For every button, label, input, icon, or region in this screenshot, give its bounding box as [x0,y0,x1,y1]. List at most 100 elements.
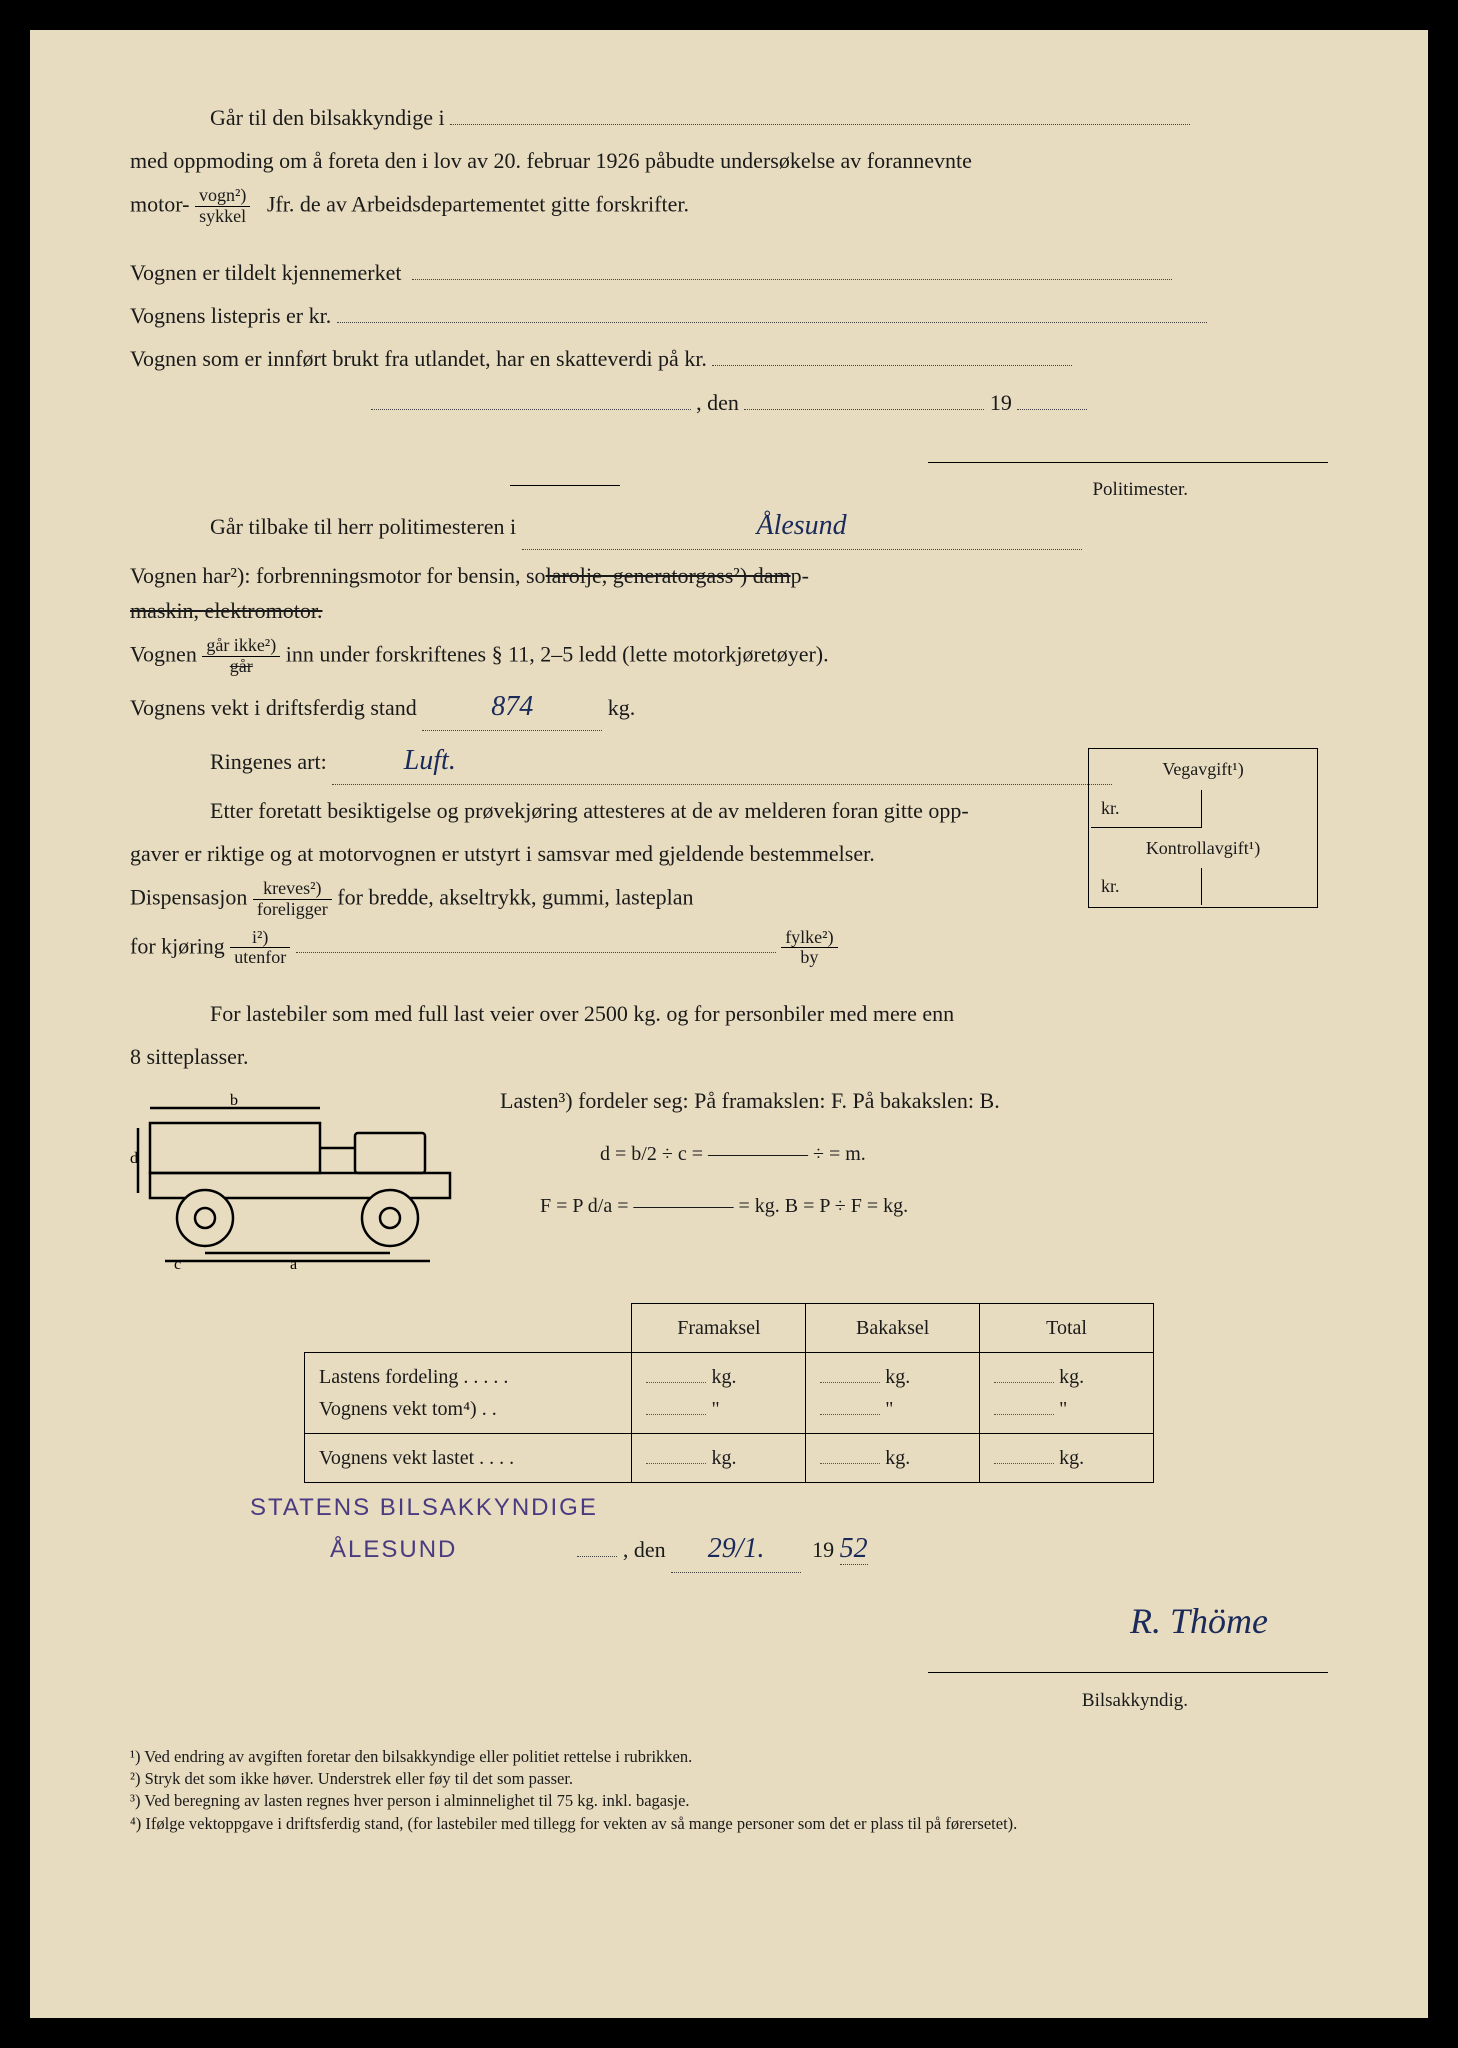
row-label: Vognens vekt lastet . . . . [305,1433,632,1482]
svg-text:d: d [130,1150,138,1167]
fill [337,322,1207,323]
text: Dispensasjon [130,884,253,909]
footnote-2: ²) Stryk det som ikke høver. Understrek … [130,1768,1328,1790]
line-skatteverdi: Vognen som er innført brukt fra utlandet… [130,341,1328,376]
fraction-vogn-sykkel: vogn²) sykkel [195,186,250,227]
handwritten-rings: Luft. [404,745,456,776]
formula-d: d = b/2 ÷ c = ————— ÷ = m. [600,1138,1328,1170]
date-row-1: , den 19 [130,385,1328,420]
fraction-disp: kreves²) foreligger [253,879,332,920]
handwritten-weight: 874 [491,691,533,722]
weight-table: Framaksel Bakaksel Total Lastens fordeli… [304,1303,1154,1483]
fill [412,279,1172,280]
line-bilsakkyndige: Går til den bilsakkyndige i [210,100,1328,135]
unit: kg. [711,1447,736,1469]
line-motor-type: Vognen har²): forbrenningsmotor for bens… [130,558,1050,628]
footnote-1: ¹) Ved endring av avgiften foretar den b… [130,1746,1328,1768]
unit: " [711,1398,719,1420]
strike: maskin, elektromotor. [130,598,322,623]
line-oppmoding: med oppmoding om å foreta den i lov av 2… [130,143,1328,178]
fill [450,124,1190,125]
footnote-4: ⁴) Ifølge vektoppgave i driftsferdig sta… [130,1813,1328,1835]
kontroll-label: Kontrollavgift¹) [1091,830,1315,867]
text: , den [696,390,739,415]
truck-row: b a c d Lasten³) fordeler seg: På framak… [130,1083,1328,1283]
row-label: Vognens vekt tom⁴) . . [319,1398,497,1420]
text: motor- [130,192,189,217]
line-kjennemerket: Vognen er tildelt kjennemerket [130,255,1328,290]
frac-top: kreves²) [253,879,332,900]
svg-text:c: c [174,1256,181,1273]
col-total: Total [980,1303,1154,1352]
label: Politimester. [130,475,1328,505]
text: for kjøring [130,933,230,958]
date-row-2: , den 29/1. 19 52 [577,1527,867,1573]
frac-top: går ikke²) [202,636,280,657]
frac-top: fylke²) [781,928,837,949]
line-listepris: Vognens listepris er kr. [130,298,1328,333]
svg-text:a: a [290,1256,297,1273]
unit: kg. [1059,1447,1084,1469]
fraction-fylke: fylke²) by [781,928,837,969]
frac-bot: går [202,657,280,677]
footnotes: ¹) Ved endring av avgiften foretar den b… [130,1746,1328,1835]
formula-f: F = P d/a = ————— = kg. B = P ÷ F = kg. [540,1190,1328,1222]
row-label: Lastens fordeling . . . . . [319,1366,508,1388]
signature-bilsakkyndig: R. Thöme Bilsakkyndig. [130,1593,1328,1716]
fill [296,952,776,953]
frac-top: i²) [230,928,290,949]
label: Bilsakkyndig. [130,1686,1328,1716]
fill [1017,409,1087,410]
line-kjoring: for kjøring i²) utenfor fylke²) by [130,928,1328,969]
frac-top: vogn²) [195,186,250,207]
fill [712,365,1072,366]
text: Vognen er tildelt kjennemerket [130,260,401,285]
unit: kg. [885,1447,910,1469]
footnote-3: ³) Ved beregning av lasten regnes hver p… [130,1790,1328,1812]
text: p- [791,563,809,588]
handwritten-city: Ålesund [756,510,846,541]
text: , den [623,1537,666,1562]
text: Jfr. de av Arbeidsdepartementet gitte fo… [267,192,689,217]
truck-diagram: b a c d [130,1093,470,1273]
fill [577,1556,617,1557]
handwritten-signature: R. Thöme [1130,1601,1268,1641]
text: kg. [608,695,636,720]
unit: kg. [711,1366,736,1388]
svg-text:b: b [230,1093,238,1109]
handwritten-year: 52 [840,1533,868,1565]
line-vekt: Vognens vekt i driftsferdig stand 874 kg… [130,685,1328,731]
text: Går tilbake til herr politimesteren i [210,514,516,539]
stamp-line2: ÅLESUND [330,1531,457,1569]
frac-bot: by [781,948,837,968]
formulas: Lasten³) fordeler seg: På framakslen: F.… [500,1083,1328,1230]
col-framaksel: Framaksel [632,1303,806,1352]
document-page: Går til den bilsakkyndige i med oppmodin… [30,30,1428,2018]
line-tilbake: Går tilbake til herr politimesteren i Ål… [210,504,1328,550]
text: Vognen har²): forbrenningsmotor for bens… [130,563,546,588]
text: med oppmoding om å foreta den i lov av 2… [130,148,972,173]
frac-bot: utenfor [230,948,290,968]
text: Vognen [130,642,202,667]
text: Går til den bilsakkyndige i [210,105,445,130]
fraction-kjoring: i²) utenfor [230,928,290,969]
frac-bot: foreligger [253,900,332,920]
signature-politimester: Politimester. [130,440,1328,506]
truck-intro-a: For lastebiler som med full last veier o… [210,996,1328,1031]
unit: kg. [885,1366,910,1388]
frac-bot: sykkel [195,207,250,227]
stamp-line1: STATENS BILSAKKYNDIGE [250,1489,1328,1527]
handwritten-date: 29/1. [708,1533,765,1564]
line-forskriftenes: Vognen går ikke²) går inn under forskrif… [130,636,1050,677]
text: 19 [812,1537,834,1562]
text: Vognens listepris er kr. [130,303,331,328]
fill: Ålesund [522,504,1082,550]
text: Vognen som er innført brukt fra utlandet… [130,346,707,371]
divider [510,485,620,486]
fee-box: Vegavgift¹) kr. Kontrollavgift¹) kr. [1088,748,1318,908]
vegavgift-label: Vegavgift¹) [1091,751,1315,788]
line-motor: motor- vogn²) sykkel Jfr. de av Arbeidsd… [130,186,1328,227]
unit: " [885,1398,893,1420]
text: 19 [990,390,1012,415]
fill: Luft. [332,739,1112,785]
